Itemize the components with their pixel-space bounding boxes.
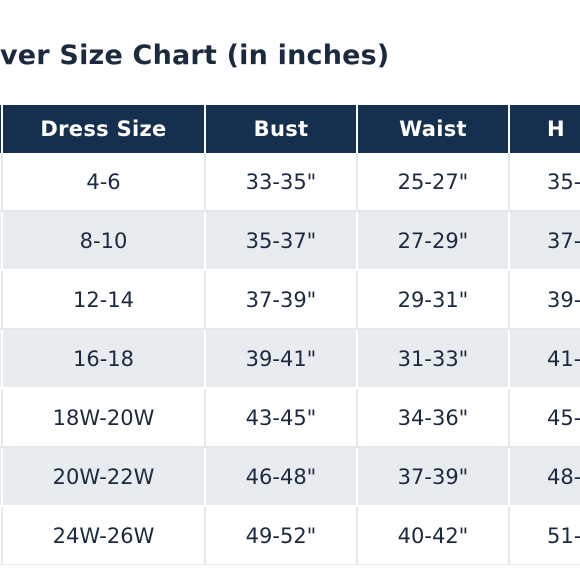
bust-cell: 43-45" — [205, 388, 358, 448]
header-bust: Bust — [205, 105, 358, 153]
header-cell-edge — [0, 105, 3, 153]
hips-cell: 37- — [509, 211, 580, 271]
table-row: 24W-26W 49-52" 40-42" 51- — [0, 506, 580, 565]
hips-cell: 41- — [509, 329, 580, 389]
table-cell — [0, 270, 3, 330]
table-row: 16-18 39-41" 31-33" 41- — [0, 329, 580, 389]
page-title: ver Size Chart (in inches) — [0, 40, 390, 71]
dress-size-cell: 18W-20W — [2, 388, 206, 448]
waist-cell: 29-31" — [357, 270, 510, 330]
bust-cell: 46-48" — [205, 447, 358, 507]
hips-cell: 45- — [509, 388, 580, 448]
dress-size-cell: 8-10 — [2, 211, 206, 271]
hips-cell: 39- — [509, 270, 580, 330]
dress-size-cell: 24W-26W — [2, 506, 206, 565]
table-cell — [0, 447, 3, 507]
bust-cell: 49-52" — [205, 506, 358, 565]
table-row: 4-6 33-35" 25-27" 35- — [0, 153, 580, 212]
waist-cell: 40-42" — [357, 506, 510, 565]
dress-size-cell: 4-6 — [2, 153, 206, 212]
header-hips: H — [509, 105, 580, 153]
table-cell — [0, 329, 3, 389]
hips-cell: 35- — [509, 153, 580, 212]
header-waist: Waist — [357, 105, 510, 153]
table-row: 18W-20W 43-45" 34-36" 45- — [0, 388, 580, 448]
waist-cell: 25-27" — [357, 153, 510, 212]
waist-cell: 27-29" — [357, 211, 510, 271]
table-cell — [0, 211, 3, 271]
waist-cell: 37-39" — [357, 447, 510, 507]
waist-cell: 31-33" — [357, 329, 510, 389]
table-cell — [0, 388, 3, 448]
header-dress-size: Dress Size — [2, 105, 206, 153]
table-row: 12-14 37-39" 29-31" 39- — [0, 270, 580, 330]
hips-cell: 51- — [509, 506, 580, 565]
table-row: 8-10 35-37" 27-29" 37- — [0, 211, 580, 271]
size-chart-table: Dress Size Bust Waist H 4-6 33-35" 25-27… — [0, 105, 580, 565]
dress-size-cell: 16-18 — [2, 329, 206, 389]
bust-cell: 33-35" — [205, 153, 358, 212]
hips-cell: 48- — [509, 447, 580, 507]
dress-size-cell: 20W-22W — [2, 447, 206, 507]
header-row: Dress Size Bust Waist H — [0, 105, 580, 153]
bust-cell: 37-39" — [205, 270, 358, 330]
bust-cell: 39-41" — [205, 329, 358, 389]
dress-size-cell: 12-14 — [2, 270, 206, 330]
waist-cell: 34-36" — [357, 388, 510, 448]
bust-cell: 35-37" — [205, 211, 358, 271]
table-row: 20W-22W 46-48" 37-39" 48- — [0, 447, 580, 507]
table-cell — [0, 506, 3, 565]
table-cell — [0, 153, 3, 212]
